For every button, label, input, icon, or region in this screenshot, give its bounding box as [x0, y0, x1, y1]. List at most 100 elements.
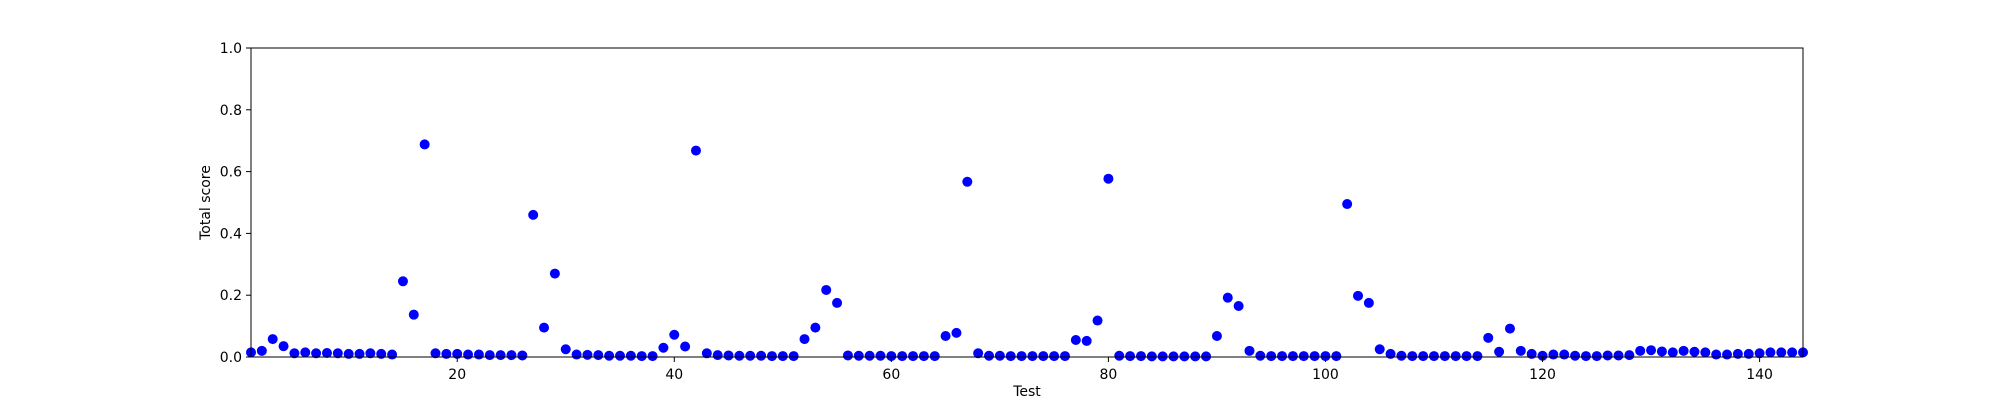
x-tick-label: 140 [1746, 367, 1773, 383]
data-point [1374, 344, 1385, 355]
data-point [1081, 335, 1092, 346]
data-point [321, 347, 332, 358]
data-point [1201, 351, 1212, 362]
data-point [1646, 345, 1657, 356]
data-point [1678, 345, 1689, 356]
data-point [463, 349, 474, 360]
data-point [853, 350, 864, 361]
data-point [1624, 350, 1635, 361]
data-point [625, 350, 636, 361]
plot-frame [250, 47, 1804, 358]
data-point [647, 351, 658, 362]
data-points [246, 139, 1808, 362]
data-point [1233, 301, 1244, 312]
data-point [1103, 173, 1114, 184]
data-point [1494, 346, 1505, 357]
data-point [842, 350, 853, 361]
data-point [1591, 351, 1602, 362]
data-point [984, 350, 995, 361]
data-point [1743, 348, 1754, 359]
data-point [1222, 292, 1233, 303]
data-point [267, 334, 278, 345]
y-tick-label: 0.0 [220, 350, 242, 366]
x-tick-label: 20 [448, 367, 466, 383]
data-point [1244, 345, 1255, 356]
data-point [1070, 335, 1081, 346]
data-point [1732, 348, 1743, 359]
data-point [1092, 315, 1103, 326]
data-point [539, 322, 550, 333]
x-tick-label: 120 [1529, 367, 1556, 383]
data-point [1537, 350, 1548, 361]
y-axis-ticks: 0.0 0.2 0.4 0.6 0.8 1.0 [220, 41, 251, 366]
data-point [1211, 330, 1222, 341]
data-point [560, 344, 571, 355]
data-point [332, 348, 343, 359]
data-point [1298, 351, 1309, 362]
data-point [962, 176, 973, 187]
data-point [1038, 351, 1049, 362]
data-point [278, 341, 289, 352]
data-point [1168, 351, 1179, 362]
data-point [940, 330, 951, 341]
data-point [1656, 346, 1667, 357]
data-point [636, 351, 647, 362]
data-point [864, 350, 875, 361]
data-point [484, 350, 495, 361]
data-point [1483, 332, 1494, 343]
data-point [929, 351, 940, 362]
data-point [1146, 351, 1157, 362]
data-point [1570, 350, 1581, 361]
data-point [1363, 297, 1374, 308]
data-point [1526, 348, 1537, 359]
x-axis-label: Test [1012, 384, 1041, 400]
data-point [387, 349, 398, 360]
data-point [1016, 351, 1027, 362]
data-point [832, 297, 843, 308]
data-point [1114, 350, 1125, 361]
y-tick-label: 1.0 [220, 41, 242, 57]
data-point [354, 348, 365, 359]
data-point [1027, 351, 1038, 362]
data-point [1472, 351, 1483, 362]
data-point [1255, 350, 1266, 361]
data-point [452, 348, 463, 359]
data-point [517, 350, 528, 361]
x-tick-label: 60 [882, 367, 900, 383]
data-point [908, 351, 919, 362]
data-point [1700, 347, 1711, 358]
data-point [766, 351, 777, 362]
x-axis-ticks: 20 40 60 80 100 120 140 [448, 357, 1773, 383]
data-point [1385, 348, 1396, 359]
data-point [1277, 351, 1288, 362]
data-point [528, 209, 539, 220]
data-point [289, 348, 300, 359]
data-point [658, 342, 669, 353]
data-point [1667, 347, 1678, 358]
data-point [1125, 351, 1136, 362]
data-point [430, 348, 441, 359]
data-point [1689, 346, 1700, 357]
data-point [571, 349, 582, 360]
data-point [1787, 347, 1798, 358]
data-point [1353, 290, 1364, 301]
data-point [1320, 351, 1331, 362]
data-point [300, 347, 311, 358]
data-point [994, 350, 1005, 361]
data-point [376, 348, 387, 359]
data-point [1331, 351, 1342, 362]
data-point [441, 348, 452, 359]
data-point [582, 349, 593, 360]
data-point [1776, 347, 1787, 358]
data-point [343, 348, 354, 359]
data-point [1754, 348, 1765, 359]
data-point [1548, 349, 1559, 360]
data-point [777, 351, 788, 362]
data-point [615, 350, 626, 361]
data-point [1559, 349, 1570, 360]
data-point [1504, 323, 1515, 334]
data-point [1602, 350, 1613, 361]
data-point [886, 351, 897, 362]
data-point [1765, 347, 1776, 358]
